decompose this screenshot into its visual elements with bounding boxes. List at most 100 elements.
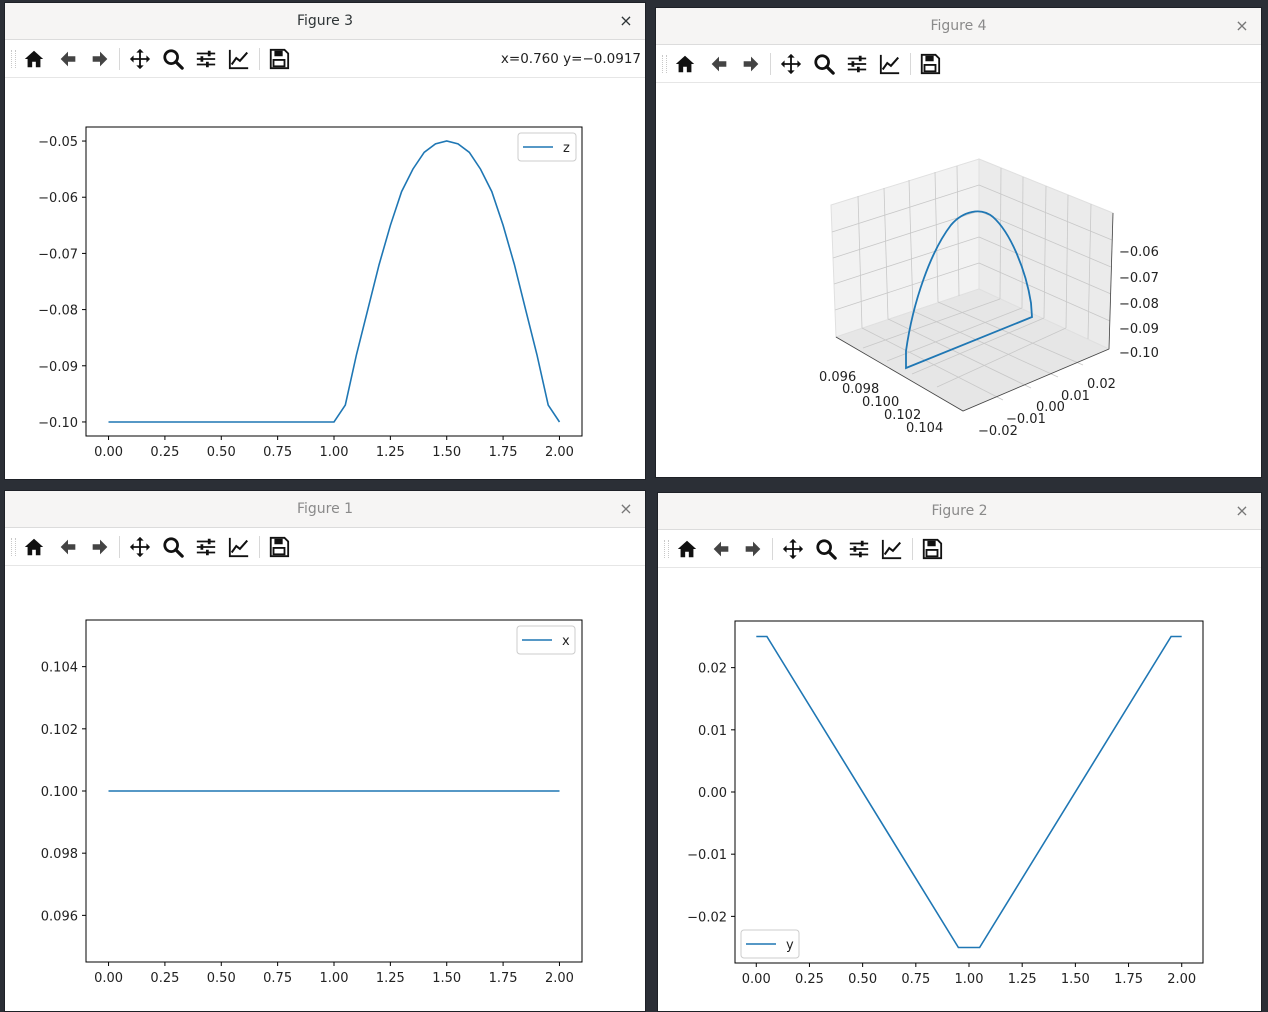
- figure1-toolbar: [5, 528, 645, 566]
- figure3-canvas[interactable]: 0.00 0.25 0.50 0.75 1.00 1.25 1.50 1.75 2.00 −0.…: [5, 78, 645, 479]
- close-button[interactable]: ×: [619, 499, 633, 518]
- save-button[interactable]: [264, 44, 294, 74]
- legend-label: y: [786, 938, 794, 953]
- toolbar-separator: [119, 48, 120, 70]
- y-tick-label: −0.02: [687, 910, 727, 925]
- toolbar-grip: [11, 50, 16, 68]
- figure2-plot: 0.00 0.25 0.50 0.75 1.00 1.25 1.50 1.75 2.00 −0.…: [687, 620, 1204, 987]
- pan-button[interactable]: [776, 49, 806, 79]
- y-tick-label: −0.07: [38, 247, 78, 262]
- x-tick-label: 0.00: [742, 972, 771, 987]
- pan-icon: [780, 53, 802, 75]
- back-button[interactable]: [704, 49, 734, 79]
- forward-button[interactable]: [85, 532, 115, 562]
- toolbar-separator: [912, 538, 913, 560]
- figure2-canvas[interactable]: 0.00 0.25 0.50 0.75 1.00 1.25 1.50 1.75 2.00 −0.…: [658, 568, 1261, 1011]
- subplots-icon: [195, 536, 217, 558]
- figure1-titlebar[interactable]: Figure 1 ×: [5, 491, 645, 528]
- figure3-titlebar[interactable]: Figure 3 ×: [5, 3, 645, 40]
- z-tick-label: −0.10: [1119, 346, 1159, 361]
- home-button[interactable]: [19, 532, 49, 562]
- pan-icon: [129, 536, 151, 558]
- pan-button[interactable]: [125, 532, 155, 562]
- zoom-icon: [162, 536, 184, 558]
- x-tick-label: 1.25: [376, 971, 405, 986]
- subplots-icon: [846, 53, 868, 75]
- save-button[interactable]: [264, 532, 294, 562]
- zoom-button[interactable]: [809, 49, 839, 79]
- forward-button[interactable]: [736, 49, 766, 79]
- z-line: [108, 140, 561, 423]
- back-button[interactable]: [706, 534, 736, 564]
- close-button[interactable]: ×: [619, 11, 633, 30]
- x-tick-label: 1.75: [1114, 972, 1143, 987]
- x-tick-label: 0.00: [94, 971, 123, 986]
- home-button[interactable]: [672, 534, 702, 564]
- figure4-titlebar[interactable]: Figure 4 ×: [656, 8, 1261, 45]
- figure4-canvas[interactable]: −0.06 −0.07 −0.08 −0.09 −0.10 0.096 0.09…: [656, 83, 1261, 477]
- edit-axis-button[interactable]: [877, 534, 907, 564]
- save-icon: [268, 48, 290, 70]
- y-tick-labels: −0.10 −0.09 −0.08 −0.07 −0.06 −0.05: [38, 135, 86, 431]
- toolbar-grip: [11, 538, 16, 556]
- figure3-plot: 0.00 0.25 0.50 0.75 1.00 1.25 1.50 1.75 2.00 −0.…: [38, 126, 583, 460]
- subplots-icon: [195, 48, 217, 70]
- figure2-toolbar: [658, 530, 1261, 568]
- zoom-button[interactable]: [158, 532, 188, 562]
- figure3-window: Figure 3 × x=0.760 y=−0.0917 0.00 0.25 0.5…: [4, 2, 646, 480]
- save-button[interactable]: [917, 534, 947, 564]
- edit-axis-icon: [879, 53, 901, 75]
- x-tick-label: 1.50: [432, 971, 461, 986]
- forward-button[interactable]: [85, 44, 115, 74]
- back-arrow-icon: [710, 538, 732, 560]
- pan-button[interactable]: [125, 44, 155, 74]
- y-tick-label: −0.09: [38, 360, 78, 375]
- pan-button[interactable]: [778, 534, 808, 564]
- back-button[interactable]: [53, 44, 83, 74]
- pan-icon: [129, 48, 151, 70]
- x-tick-label: 0.100: [862, 395, 899, 410]
- subplots-button[interactable]: [844, 534, 874, 564]
- forward-arrow-icon: [89, 536, 111, 558]
- edit-axis-button[interactable]: [224, 532, 254, 562]
- x-tick-label: 0.75: [263, 971, 292, 986]
- save-button[interactable]: [915, 49, 945, 79]
- x-tick-label: 0.25: [150, 971, 179, 986]
- x-tick-label: 0.104: [906, 421, 943, 436]
- z-tick-label: −0.08: [1119, 297, 1159, 312]
- toolbar-separator: [910, 53, 911, 75]
- forward-button[interactable]: [738, 534, 768, 564]
- z-axis-line: [1108, 212, 1114, 350]
- edit-axis-button[interactable]: [875, 49, 905, 79]
- save-icon: [921, 538, 943, 560]
- edit-axis-icon: [228, 536, 250, 558]
- home-button[interactable]: [19, 44, 49, 74]
- axis-edges: [835, 336, 1110, 412]
- close-button[interactable]: ×: [1235, 501, 1249, 520]
- zoom-icon: [813, 53, 835, 75]
- figure1-canvas[interactable]: 0.00 0.25 0.50 0.75 1.00 1.25 1.50 1.75 2.00 0.0…: [5, 566, 645, 1011]
- edit-axis-button[interactable]: [224, 44, 254, 74]
- y-tick-label: 0.096: [41, 909, 78, 924]
- back-button[interactable]: [53, 532, 83, 562]
- subplots-icon: [848, 538, 870, 560]
- x-tick-label: 1.25: [1008, 972, 1037, 987]
- close-button[interactable]: ×: [1235, 16, 1249, 35]
- subplots-button[interactable]: [191, 44, 221, 74]
- pan-icon: [782, 538, 804, 560]
- back-arrow-icon: [708, 53, 730, 75]
- y-line: [756, 635, 1182, 949]
- window-title: Figure 4: [930, 18, 987, 34]
- save-icon: [268, 536, 290, 558]
- edit-axis-icon: [881, 538, 903, 560]
- subplots-button[interactable]: [842, 49, 872, 79]
- z-tick-label: −0.06: [1119, 245, 1159, 260]
- zoom-button[interactable]: [811, 534, 841, 564]
- figure2-titlebar[interactable]: Figure 2 ×: [658, 493, 1261, 530]
- x-tick-label: 0.102: [884, 408, 921, 423]
- subplots-button[interactable]: [191, 532, 221, 562]
- zoom-button[interactable]: [158, 44, 188, 74]
- y-tick-label: −0.01: [687, 848, 727, 863]
- home-button[interactable]: [670, 49, 700, 79]
- x-tick-label: 0.25: [150, 445, 179, 460]
